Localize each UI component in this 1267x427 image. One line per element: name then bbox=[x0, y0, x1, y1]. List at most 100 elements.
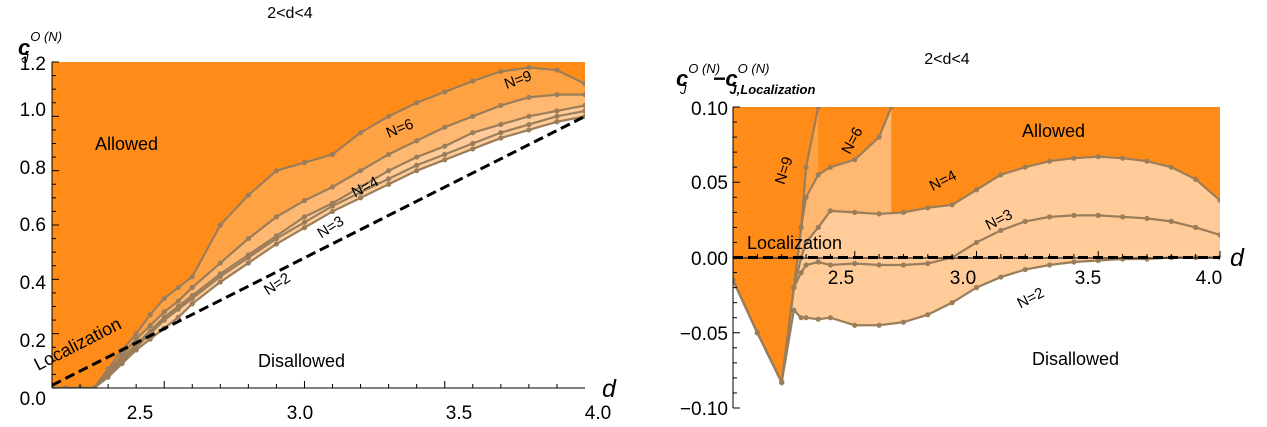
series-N-6-point bbox=[526, 94, 532, 100]
series-N-4-point bbox=[442, 143, 448, 149]
series-N-3-point bbox=[1144, 215, 1150, 221]
series-N-6-point bbox=[357, 168, 364, 174]
right-plot-area: N=9N=6N=4N=3N=2 bbox=[732, 106, 1221, 409]
left-ytick-label: 0.2 bbox=[20, 331, 46, 352]
series-N-3-point bbox=[1071, 212, 1077, 218]
series-N-4-point bbox=[1193, 176, 1199, 182]
series-N-2-point bbox=[900, 319, 907, 325]
series-N-4-point bbox=[852, 209, 858, 215]
left-xtick-label: 3.5 bbox=[446, 403, 472, 424]
series-N-4-point bbox=[876, 211, 882, 217]
series-N-9-point bbox=[470, 78, 476, 84]
series-N-9-point bbox=[582, 81, 585, 87]
series-N-9-point bbox=[414, 100, 420, 106]
right-ytick-label: 0.10 bbox=[691, 99, 728, 120]
right-localization-label: Localization bbox=[747, 233, 842, 253]
series-N-4-point bbox=[1071, 155, 1077, 161]
series-N-4-point bbox=[973, 187, 980, 193]
series-N-2-point bbox=[876, 322, 882, 328]
series-N-6-point bbox=[245, 235, 251, 242]
series-N-4-point bbox=[554, 108, 560, 114]
series-N-6-point bbox=[554, 92, 560, 98]
series-N-3-point bbox=[301, 219, 308, 225]
series-N-3-point bbox=[1022, 218, 1028, 224]
series-N-3-point bbox=[582, 108, 585, 114]
left-ytick-label: 1.2 bbox=[20, 54, 46, 75]
localization-line bbox=[51, 114, 586, 387]
series-N-4-point bbox=[815, 224, 821, 230]
series-N-2-point bbox=[133, 347, 139, 353]
series-N-3-point bbox=[815, 259, 821, 265]
series-N-6-point bbox=[888, 107, 894, 110]
series-N-3-point bbox=[852, 260, 858, 267]
series-N-6-point bbox=[803, 194, 809, 200]
series-N-2-point bbox=[386, 181, 392, 187]
series-N-3-point bbox=[526, 121, 532, 128]
right-ylabel-sup-1: O (N) bbox=[688, 61, 720, 76]
left-xtick-label: 2.5 bbox=[127, 403, 153, 424]
series-N-3-point bbox=[925, 260, 931, 267]
series-N-2-point bbox=[1022, 266, 1028, 273]
series-N-4-point bbox=[1022, 164, 1028, 170]
series-N-4-point bbox=[827, 208, 834, 214]
series-N-3-point bbox=[357, 189, 364, 195]
right-ylabel-sup-2: O (N) bbox=[738, 61, 770, 76]
right-ytick-label: 0.00 bbox=[691, 249, 728, 270]
series-N-4-point bbox=[386, 168, 392, 174]
series-N-4-point bbox=[414, 154, 420, 160]
series-N-2-point bbox=[925, 312, 931, 318]
series-N-2-point bbox=[470, 146, 476, 152]
series-N-6-point bbox=[827, 164, 834, 170]
series-N-9-point bbox=[554, 67, 560, 73]
series-N-9-point bbox=[147, 312, 153, 318]
series-N-4-point bbox=[1168, 164, 1174, 170]
series-N-6-point bbox=[852, 157, 858, 163]
series-N-3-point bbox=[973, 239, 980, 246]
series-N-2-point bbox=[175, 314, 181, 320]
series-N-9-point bbox=[815, 107, 821, 110]
right-xtick-label: 3.5 bbox=[1075, 268, 1101, 289]
series-N-2-point bbox=[949, 300, 955, 306]
series-N-9-point bbox=[161, 295, 167, 301]
series-N-3-point bbox=[1095, 212, 1101, 218]
series-N-3-point bbox=[1046, 214, 1053, 220]
right-ylabel-main-2: c bbox=[725, 66, 737, 91]
series-N-6-point bbox=[147, 322, 153, 329]
series-N-6-point bbox=[329, 184, 336, 190]
series-N-2-point bbox=[815, 316, 821, 322]
right-ylabel-minus: − bbox=[713, 66, 726, 91]
series-N-6-point bbox=[442, 124, 448, 130]
left-tick-labels: 0.0 0.2 0.4 0.6 0.8 1.0 1.2 2.5 3.0 3.5 … bbox=[20, 54, 612, 424]
series-N-9-point bbox=[133, 331, 139, 337]
left-panel-title: 2<d<4 bbox=[267, 5, 312, 22]
right-xtick-label: 2.5 bbox=[828, 268, 854, 289]
series-N-2-point bbox=[973, 285, 980, 291]
left-allowed-label: Allowed bbox=[95, 134, 158, 154]
left-ylabel-sub: J bbox=[21, 51, 29, 66]
series-N-3-point bbox=[414, 162, 420, 168]
series-N-3-point bbox=[1193, 224, 1199, 230]
series-N-2-point bbox=[526, 127, 532, 133]
series-N-4-line bbox=[733, 155, 1220, 387]
series-N-4-point bbox=[1095, 154, 1101, 160]
series-N-9-point bbox=[526, 64, 532, 71]
series-N-3-point bbox=[1168, 218, 1174, 224]
series-N-2-point bbox=[1046, 262, 1053, 268]
series-N-3-point bbox=[798, 269, 804, 276]
series-N-3-point bbox=[175, 306, 181, 312]
right-tick-labels: 0.10 0.05 0.00 −0.05 −0.10 2.5 3.0 3.5 4… bbox=[680, 99, 1222, 420]
series-N-3-point bbox=[998, 227, 1004, 234]
right-y-axis-label: cO (N) J −cO (N) J,Localization bbox=[676, 61, 815, 97]
series-N-2-point bbox=[119, 360, 125, 367]
series-N-2-point bbox=[273, 241, 280, 247]
left-ytick-label: 0.8 bbox=[20, 158, 46, 179]
disallowed-region bbox=[52, 116, 585, 388]
series-N-3-point bbox=[900, 262, 907, 268]
series-N-6-point bbox=[470, 113, 476, 119]
series-N-2-point bbox=[803, 315, 809, 321]
series-N-2-point bbox=[498, 135, 504, 141]
series-N-6-point bbox=[301, 197, 308, 204]
plot-clipped-group bbox=[52, 62, 585, 388]
right-panel: 2<d<4 N=9N=6N=4N=3N=2 cO (N) J −cO (N) J,Lo… bbox=[676, 51, 1245, 420]
series-N-9-point bbox=[329, 151, 336, 157]
